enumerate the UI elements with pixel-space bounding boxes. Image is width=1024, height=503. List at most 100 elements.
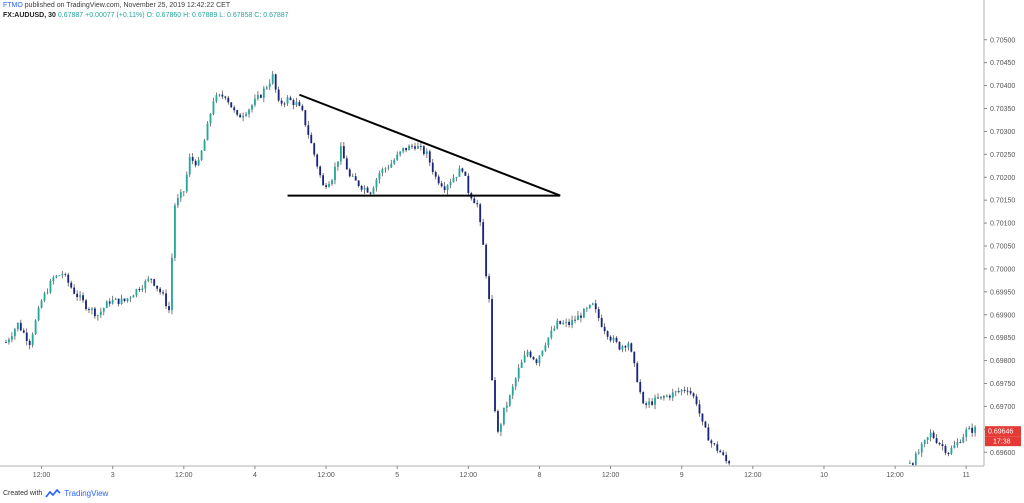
price-tick-label: 0.70050: [990, 244, 1015, 251]
candle-down: [342, 146, 345, 159]
candle-down: [369, 192, 372, 194]
candle-up: [99, 311, 102, 316]
candle-up: [363, 187, 366, 190]
candle-down: [292, 100, 295, 106]
countdown-box: [985, 436, 1021, 447]
candle-down: [600, 318, 603, 327]
candle-up: [215, 95, 218, 102]
candle-up: [458, 168, 461, 177]
candle-down: [668, 395, 671, 398]
candle-up: [265, 87, 268, 89]
candle-up: [91, 308, 93, 310]
candle-up: [34, 320, 37, 335]
candle-up: [268, 83, 271, 88]
candle-up: [950, 448, 953, 455]
candle-up: [452, 178, 455, 183]
candle-up: [144, 280, 147, 289]
candle-up: [378, 172, 381, 180]
candle-up: [182, 191, 185, 193]
candle-down: [624, 346, 627, 348]
price-tick-label: 0.70100: [990, 221, 1015, 228]
price-tick-label: 0.69600: [990, 450, 1015, 457]
time-tick-label: 3: [111, 472, 115, 479]
candle-down: [944, 446, 947, 453]
candle-up: [339, 146, 342, 162]
candle-down: [437, 176, 440, 184]
candle-down: [911, 463, 914, 465]
price-tick-label: 0.69900: [990, 312, 1015, 319]
candle-up: [126, 298, 129, 302]
candle-down: [704, 421, 707, 428]
candle-down: [443, 186, 446, 191]
time-tick-label: 4: [253, 472, 257, 479]
candle-down: [476, 203, 479, 205]
candle-up: [541, 350, 544, 356]
time-axis: 12:00 3 12:00 4 12:00 5 12:00 8 12:00 9 12:00 10 12:…: [0, 465, 984, 479]
candle-up: [179, 191, 182, 199]
candle-down: [153, 279, 156, 286]
candle-up: [556, 320, 559, 329]
candle-up: [965, 429, 968, 437]
candle-down: [360, 185, 363, 190]
candle-up: [114, 298, 117, 300]
candle-down: [138, 289, 141, 291]
candle-down: [971, 427, 974, 433]
candle-up: [612, 337, 615, 341]
candle-down: [230, 102, 233, 108]
candle-up: [147, 278, 150, 281]
candle-up: [171, 257, 173, 311]
candle-down: [651, 401, 653, 405]
candle-up: [37, 307, 40, 321]
candle-up: [129, 297, 132, 299]
candle-up: [929, 432, 932, 438]
candle-up: [908, 463, 911, 465]
candle-up: [455, 176, 458, 179]
candle-up: [396, 154, 399, 161]
candle-down: [494, 380, 496, 412]
last-price: 0.67887: [57, 12, 84, 19]
candle-up: [665, 395, 668, 397]
candle-up: [135, 289, 138, 296]
candle-down: [304, 110, 307, 126]
candle-down: [535, 359, 538, 364]
time-tick-label: 12:00: [317, 472, 335, 479]
candle-up: [331, 180, 333, 184]
candle-up: [953, 445, 956, 449]
candle-down: [165, 293, 167, 307]
candle-up: [920, 444, 923, 453]
candle-up: [387, 167, 390, 169]
candle-down: [532, 357, 535, 360]
candle-up: [132, 295, 135, 298]
candle-down: [354, 176, 357, 181]
candles-layer: [5, 71, 977, 467]
candle-down: [236, 110, 239, 115]
candle-down: [76, 293, 79, 297]
candle-down: [70, 282, 73, 288]
candle-up: [286, 97, 289, 104]
candle-down: [692, 393, 695, 397]
candle-down: [150, 278, 153, 280]
candle-up: [917, 452, 920, 454]
candle-down: [357, 180, 360, 186]
publisher-name[interactable]: FTMO: [3, 2, 23, 9]
candle-up: [627, 343, 630, 348]
candle-down: [345, 158, 348, 170]
candle-down: [725, 454, 728, 462]
candle-down: [719, 450, 722, 453]
candle-down: [224, 96, 227, 98]
candle-down: [123, 298, 126, 302]
tradingview-brand[interactable]: TradingView: [64, 489, 109, 498]
candle-down: [194, 160, 197, 166]
candle-up: [674, 391, 677, 393]
candle-down: [348, 169, 351, 177]
candle-down: [529, 351, 532, 358]
candle-up: [520, 362, 523, 368]
candle-down: [642, 392, 645, 404]
candle-up: [585, 308, 588, 309]
candle-up: [375, 179, 378, 188]
candle-up: [500, 424, 502, 432]
price-tag-value: 0.69646: [988, 429, 1013, 436]
candle-down: [707, 427, 710, 441]
candle-up: [262, 88, 265, 98]
